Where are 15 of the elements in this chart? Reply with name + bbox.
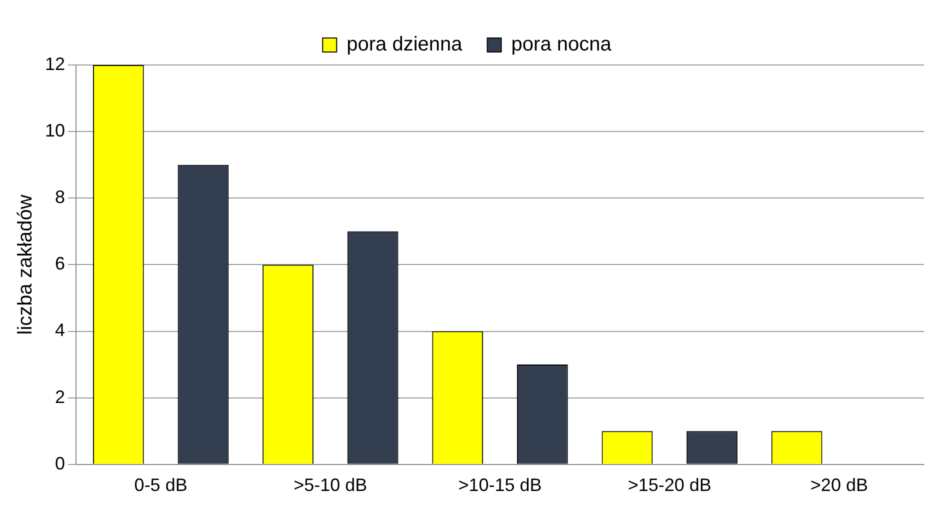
x-tick-label: 0-5 dB [134,475,188,496]
y-tick-label: 6 [55,254,66,274]
y-tick-label: 12 [44,54,66,74]
legend-label: pora dzienna [346,34,464,56]
y-tick-label: 0 [55,453,66,474]
y-tick-label: 8 [55,187,66,208]
legend-label: pora nocna [511,34,612,56]
x-tick-label: >15-20 dB [628,475,712,496]
x-tick-label: >5-10 dB [294,475,368,496]
y-tick-label: 10 [44,120,66,141]
y-tick-label: 4 [55,320,66,340]
y-axis-title: liczba zakładów [14,194,37,335]
y-tick-label: 2 [55,386,66,407]
x-tick-label: >10-15 dB [458,475,542,496]
x-tick-label: >20 dB [810,475,868,496]
